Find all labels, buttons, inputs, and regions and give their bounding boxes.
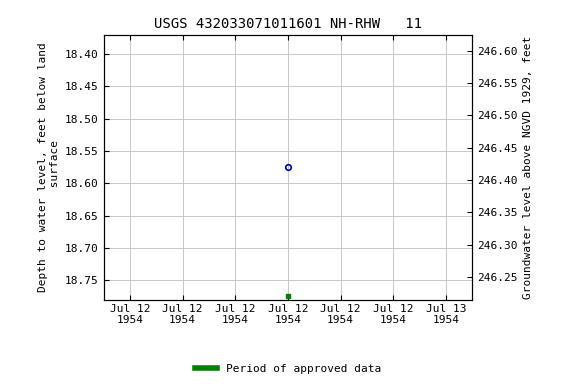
Title: USGS 432033071011601 NH-RHW   11: USGS 432033071011601 NH-RHW 11 — [154, 17, 422, 31]
Y-axis label: Groundwater level above NGVD 1929, feet: Groundwater level above NGVD 1929, feet — [523, 35, 533, 299]
Legend: Period of approved data: Period of approved data — [191, 359, 385, 379]
Y-axis label: Depth to water level, feet below land
 surface: Depth to water level, feet below land su… — [38, 42, 59, 292]
